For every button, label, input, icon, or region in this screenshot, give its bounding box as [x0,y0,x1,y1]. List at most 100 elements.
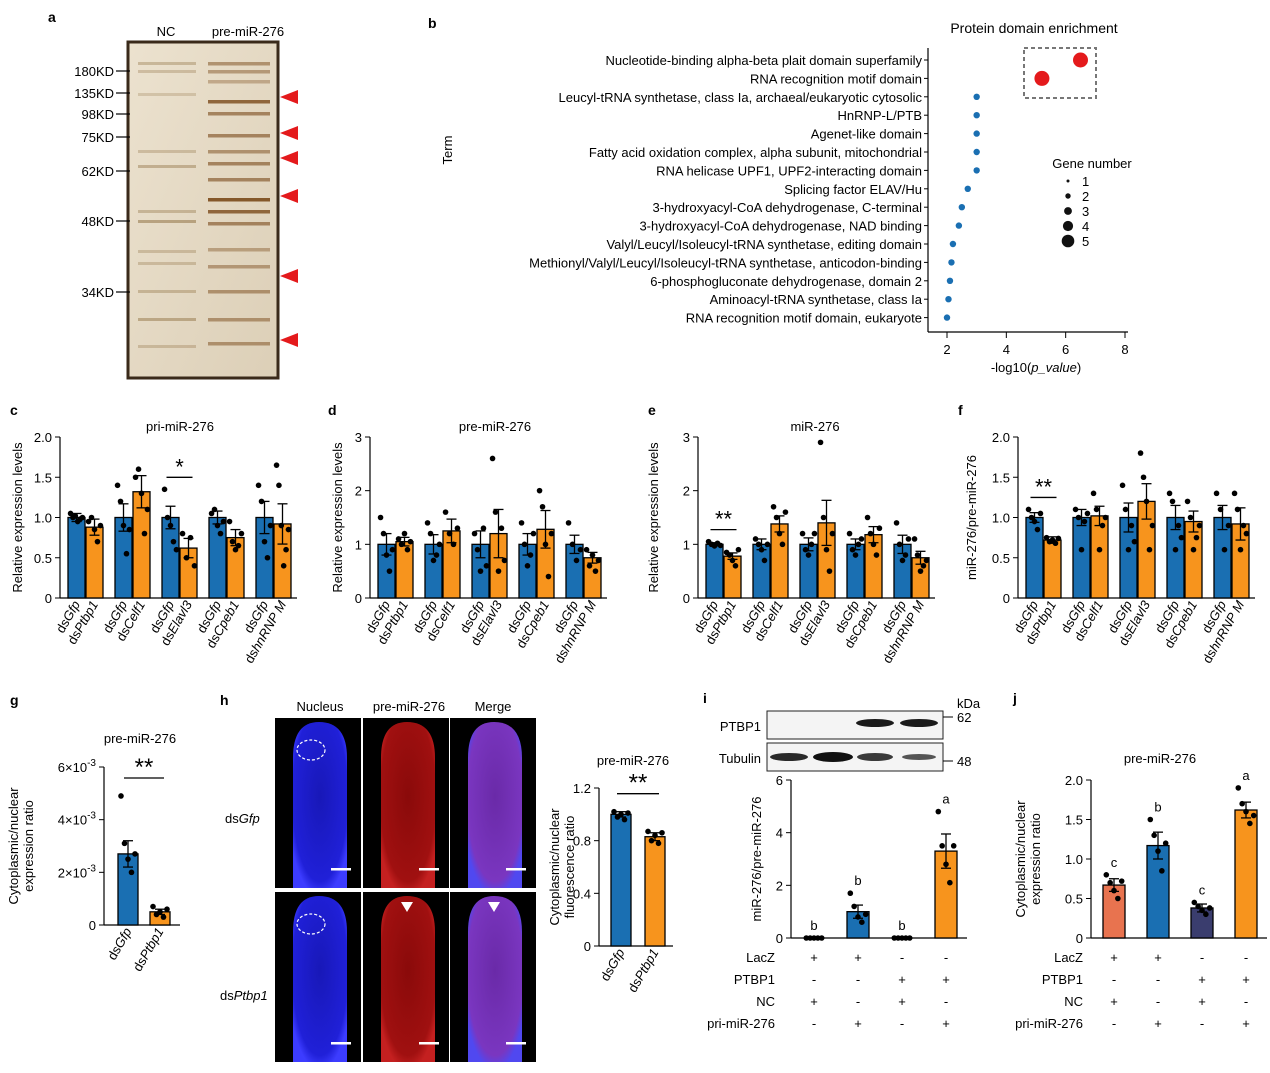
data-point [138,490,145,497]
data-point [899,557,906,564]
significance-mark: * [175,454,184,479]
data-point [899,935,905,941]
red-arrowhead [280,151,298,165]
red-arrowhead [280,269,298,283]
data-point [1199,907,1205,914]
data-point [1119,482,1126,489]
data-point [820,514,827,521]
data-point [779,541,786,548]
data-point [436,541,443,548]
data-point [1072,506,1079,513]
data-point [183,554,190,561]
gel-band-nc [138,290,196,293]
data-point [167,522,174,529]
condition-label: pri-miR-276 [707,1016,775,1031]
condition-sign: - [1112,1016,1116,1031]
condition-sign: - [1200,1016,1204,1031]
x-tick-label: dsPtbp1 [625,946,662,995]
lane-label-pre: pre-miR-276 [212,24,284,39]
data-point [870,541,877,548]
y-axis-label: miR-276/pre-miR-276 [964,455,979,580]
condition-label: LacZ [1054,950,1083,965]
condition-sign: - [944,994,948,1009]
data-point [917,568,924,574]
gel-band-nc [138,318,196,321]
cell-shape [468,896,522,1062]
data-point [536,487,543,494]
data-point [407,538,414,545]
panel-c-chart: c 0 0.5 1.0 1.5 2.0 Relative expression level… [10,402,297,666]
data-point [91,526,98,533]
data-point [1225,522,1232,529]
data-point [232,546,239,553]
y-axis-label: Cytoplasmic/nuclear [1013,800,1028,918]
data-point [404,546,411,553]
enrichment-dot [973,130,980,137]
data-point [569,541,576,548]
y-tick-label: 1.5 [1065,813,1083,828]
legend-dot [1066,179,1070,183]
data-point [85,518,92,525]
data-point [829,530,836,537]
condition-sign: - [1156,994,1160,1009]
enrichment-dot [948,259,955,266]
data-point [518,520,525,526]
significance-mark: ** [629,770,648,797]
data-point [1131,538,1138,545]
data-point [164,514,171,521]
band-ptbp1-4 [900,719,938,727]
data-point [577,546,584,553]
data-point [846,530,853,537]
condition-sign: + [854,1016,862,1031]
data-point [1187,514,1194,521]
data-point [141,530,148,537]
y-tick-label: 2 [776,878,783,893]
condition-sign: + [1198,972,1206,987]
data-point [858,536,865,542]
significance-mark: ** [1035,474,1053,499]
data-point [920,563,927,569]
data-point [935,808,942,815]
gel-band-pre [208,134,270,138]
y-tick-label: 1.2 [573,781,591,796]
data-point [489,455,496,462]
data-point [88,514,95,521]
data-point [799,530,806,537]
data-point [1031,518,1038,525]
y-tick-label: 0 [683,591,690,606]
highlight-box [1023,47,1097,99]
data-point [803,935,810,941]
data-point [1146,546,1153,553]
data-point [808,541,815,548]
data-point [902,552,909,558]
bar [1043,539,1062,599]
data-point [1159,868,1165,874]
gel-markers: 180KD 135KD 98KD 75KD 62KD 48KD 34KD [74,64,130,300]
gel-band-pre [208,178,270,182]
data-point [545,573,552,580]
data-point [217,530,224,537]
data-point [776,530,783,537]
condition-sign: + [854,950,862,965]
data-point [377,514,384,521]
data-point [611,808,617,815]
band-tubulin-1 [770,753,808,761]
panel-label-i: i [703,690,707,706]
panel-label-d: d [328,402,337,418]
data-point [939,843,945,849]
data-point [621,816,628,823]
data-point [818,935,825,941]
data-point [867,530,874,537]
data-point [1125,546,1132,553]
western-unit: kDa [957,696,981,711]
data-point [891,935,898,941]
legend-dot [1061,234,1075,248]
data-point [851,903,857,910]
col-label-nucleus: Nucleus [297,699,344,714]
bar [395,540,414,599]
significance-letter: b [810,918,817,933]
condition-sign: + [1154,950,1162,965]
enrichment-dot [958,204,966,211]
x-tick-label: 8 [1121,342,1128,357]
enrichment-dot [973,148,980,156]
